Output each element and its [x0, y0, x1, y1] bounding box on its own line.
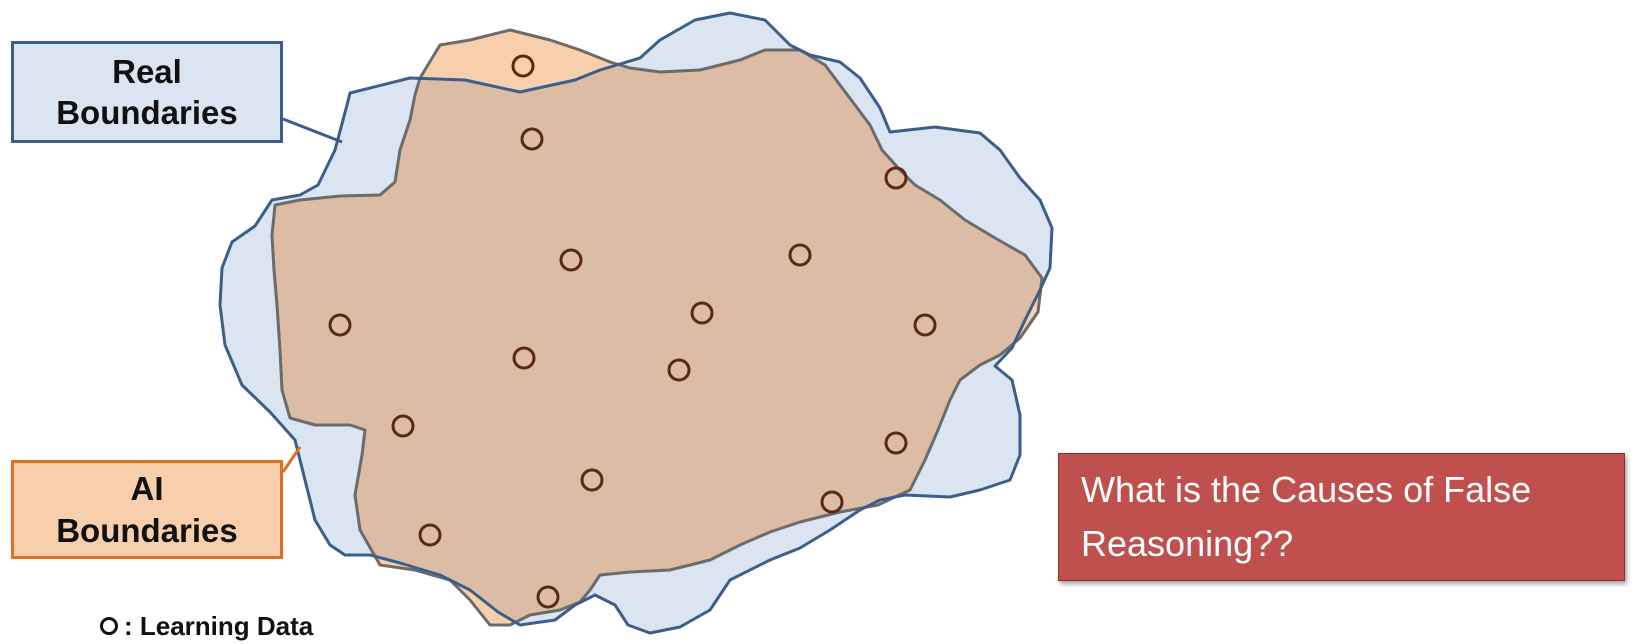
learning-data-point — [913, 313, 937, 337]
legend-text: : Learning Data — [124, 610, 314, 641]
learning-data-point — [391, 414, 415, 438]
learning-data-point — [328, 313, 352, 337]
learning-data-point — [690, 301, 714, 325]
learning-data-point — [667, 358, 691, 382]
ai-boundaries-label: AI Boundaries — [11, 460, 283, 559]
learning-data-point — [580, 468, 604, 492]
learning-data-point — [536, 585, 560, 609]
learning-data-point — [788, 243, 812, 267]
real-label-connector — [282, 117, 343, 144]
question-callout: What is the Causes of False Reasoning?? — [1058, 453, 1625, 581]
learning-data-point — [511, 54, 535, 78]
hollow-circle-icon — [100, 617, 118, 635]
learning-data-point — [418, 523, 442, 547]
legend: : Learning Data — [100, 608, 313, 644]
question-text: What is the Causes of False Reasoning?? — [1081, 469, 1532, 564]
learning-data-points — [328, 54, 937, 609]
ai-label-connector — [281, 446, 302, 473]
learning-data-point — [559, 248, 583, 272]
learning-data-point — [884, 166, 908, 190]
learning-data-point — [520, 127, 544, 151]
learning-data-point — [884, 431, 908, 455]
learning-data-point — [820, 490, 844, 514]
learning-data-point — [512, 346, 536, 370]
real-boundaries-label: Real Boundaries — [11, 41, 283, 143]
